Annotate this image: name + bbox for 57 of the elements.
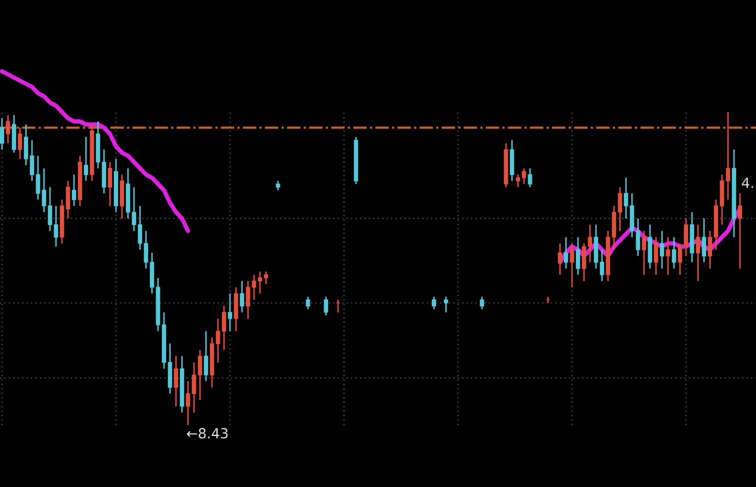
candlestick [186, 380, 190, 425]
candlestick [708, 230, 712, 270]
candlestick [738, 192, 742, 270]
candlestick [666, 236, 670, 276]
candlestick [36, 155, 40, 200]
candlestick [576, 236, 580, 276]
candlestick [204, 330, 208, 382]
candlestick [246, 280, 250, 320]
annotation: 4. [742, 178, 753, 188]
candlestick [636, 218, 640, 257]
candlestick [108, 161, 112, 207]
candlestick [702, 218, 706, 263]
candlestick [198, 349, 202, 401]
candlestick [84, 136, 88, 182]
candlestick [600, 249, 604, 282]
candlestick [444, 296, 448, 314]
candlestick [558, 242, 562, 276]
candlestick [528, 168, 532, 188]
text: ←8.43 [186, 428, 228, 439]
candlestick [306, 296, 310, 310]
candlestick [582, 242, 586, 282]
candlestick [678, 242, 682, 276]
candlestick [222, 305, 226, 351]
candlestick [24, 124, 28, 166]
candlestick [72, 174, 76, 207]
candlestick [192, 362, 196, 414]
candlestick [174, 355, 178, 407]
candlestick [258, 270, 262, 294]
candlestick [654, 236, 658, 276]
candlestick [42, 168, 46, 213]
candlestick [672, 236, 676, 270]
candlestick [0, 118, 4, 150]
candlestick [624, 177, 628, 220]
candlestick [324, 296, 328, 316]
candlestick [276, 180, 280, 191]
candlestick [132, 186, 136, 232]
candlestick [216, 318, 220, 364]
candlestick [48, 186, 52, 232]
candlestick [642, 230, 646, 276]
candlestick [138, 205, 142, 250]
candlestick [696, 224, 700, 282]
candlestick [480, 296, 484, 310]
candlestick [588, 224, 592, 263]
candlestick [240, 280, 244, 314]
candlestick [660, 230, 664, 270]
candlestick [618, 186, 622, 232]
candlestick [30, 139, 34, 182]
candlestick [564, 236, 568, 270]
candlestick [726, 112, 730, 200]
candlestick [432, 296, 436, 310]
candlestick [252, 274, 256, 300]
candlestick [522, 168, 526, 185]
candlestick [18, 126, 22, 160]
candlestick [66, 180, 70, 220]
candlestick [6, 114, 10, 144]
candlestick [54, 205, 58, 248]
candlestick [144, 230, 148, 270]
